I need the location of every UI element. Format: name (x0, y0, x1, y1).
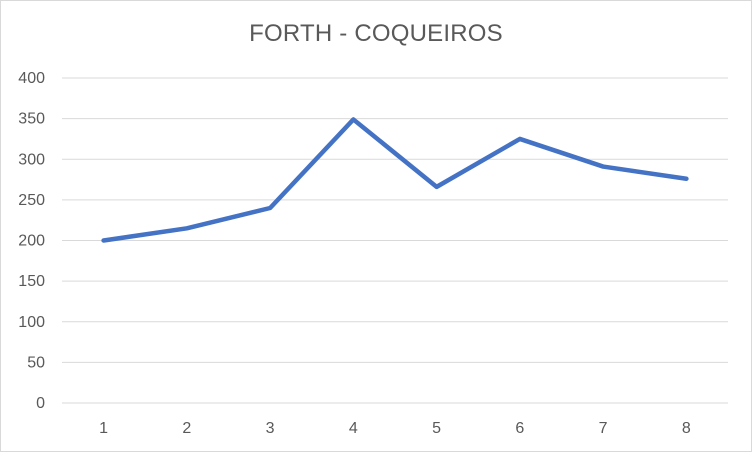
y-tick-label: 50 (27, 354, 45, 371)
y-tick-label: 250 (18, 192, 45, 209)
y-tick-label: 0 (36, 395, 45, 412)
y-tick-label: 350 (18, 111, 45, 128)
x-tick-label: 3 (266, 420, 275, 437)
x-tick-label: 6 (515, 420, 524, 437)
y-tick-label: 100 (18, 314, 45, 331)
data-point (436, 186, 438, 188)
y-axis-tick-labels: 0 50 100 150 200 250 300 350 400 (18, 70, 45, 412)
y-tick-label: 400 (18, 70, 45, 87)
x-axis-tick-labels: 1 2 3 4 5 6 7 8 (99, 420, 691, 437)
gridlines (62, 77, 728, 404)
y-tick-label: 200 (18, 233, 45, 250)
data-point (602, 166, 604, 168)
data-point (186, 227, 188, 229)
chart-title: FORTH - COQUEIROS (249, 20, 503, 47)
x-tick-label: 5 (432, 420, 441, 437)
data-point (269, 207, 271, 209)
data-point (103, 240, 105, 241)
series-group (101, 117, 689, 243)
data-point (352, 118, 354, 120)
x-tick-label: 2 (182, 420, 191, 437)
data-point (519, 138, 521, 140)
y-tick-label: 150 (18, 273, 45, 290)
data-point (685, 178, 687, 180)
x-tick-label: 7 (599, 420, 608, 437)
series-line (101, 117, 689, 243)
x-tick-label: 8 (682, 420, 691, 437)
x-tick-label: 1 (99, 420, 108, 437)
x-tick-label: 4 (349, 420, 358, 437)
y-tick-label: 300 (18, 151, 45, 168)
